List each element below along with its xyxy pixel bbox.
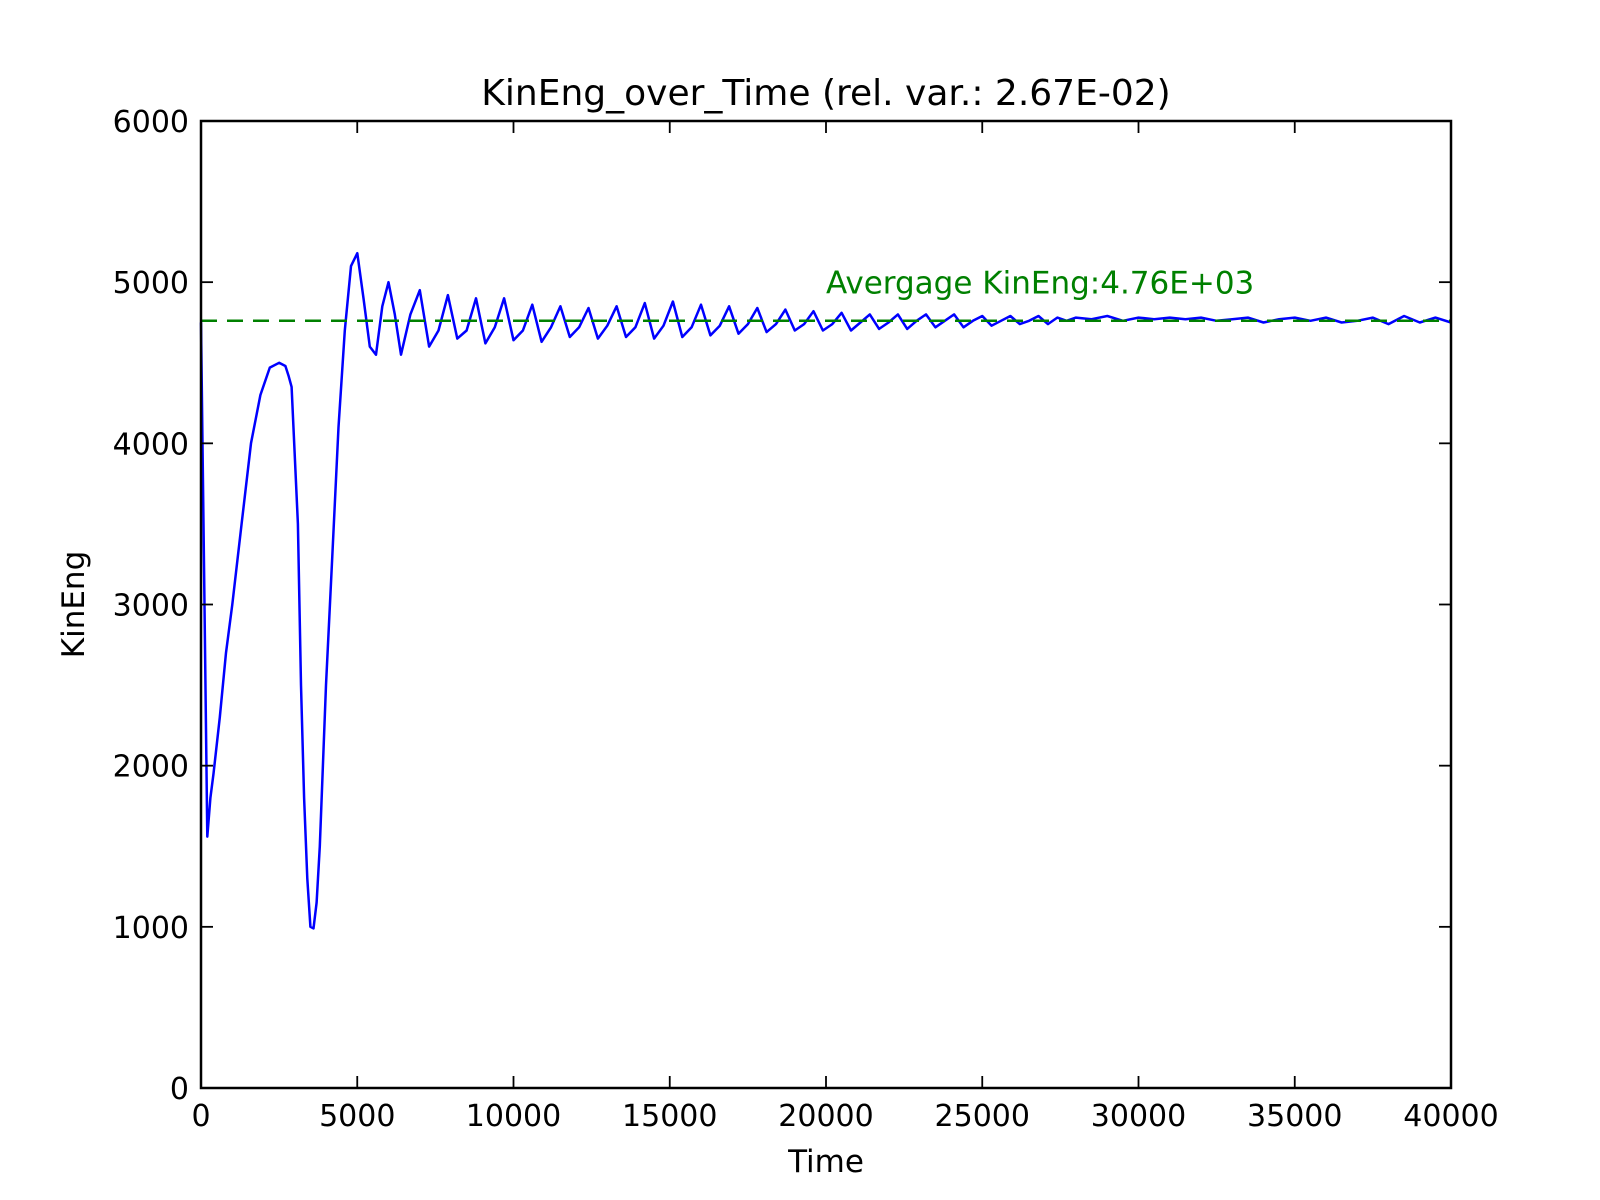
y-tick-label: 0 (170, 1072, 189, 1107)
series-layer (199, 251, 1452, 930)
y-tick-label: 4000 (113, 427, 189, 462)
x-tick-label: 20000 (778, 1099, 873, 1134)
y-tick-label: 5000 (113, 266, 189, 301)
x-tick-label: 15000 (622, 1099, 717, 1134)
x-axis-label: Time (787, 1144, 864, 1180)
y-tick-label: 3000 (113, 589, 189, 624)
kineng-series-line (199, 251, 1452, 930)
ticks-layer: 0 5000 10000 15000 20000 25000 30000 35000 40000… (113, 105, 1499, 1134)
y-tick-label: 1000 (113, 911, 189, 946)
x-tick-label: 5000 (319, 1099, 395, 1134)
x-tick-label: 30000 (1091, 1099, 1186, 1134)
x-tick-label: 40000 (1403, 1099, 1498, 1134)
x-tick-label: 10000 (466, 1099, 561, 1134)
y-tick-label: 2000 (113, 750, 189, 785)
x-tick-label: 0 (191, 1099, 210, 1134)
average-annotation: Avergage KinEng:4.76E+03 (826, 265, 1254, 301)
y-tick-label: 6000 (113, 105, 189, 140)
x-tick-label: 35000 (1247, 1099, 1342, 1134)
plot-frame (199, 119, 1453, 1090)
y-axis-label: KinEng (56, 551, 92, 659)
chart-title: KinEng_over_Time (rel. var.: 2.67E-02) (481, 73, 1170, 114)
x-tick-label: 25000 (935, 1099, 1030, 1134)
